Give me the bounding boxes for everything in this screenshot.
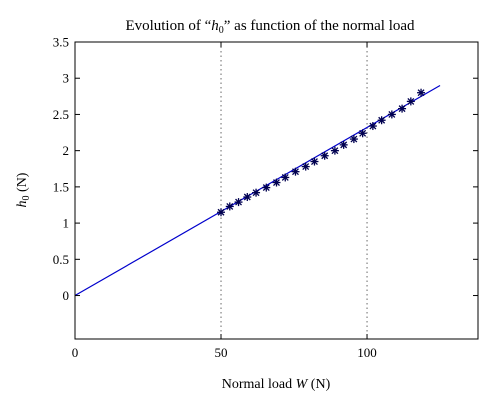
data-point — [272, 178, 281, 187]
y-axis-label-variable: h — [15, 200, 30, 207]
x-axis-label-prefix: Normal load — [222, 377, 296, 392]
title-prefix: Evolution of “ — [125, 18, 211, 34]
data-point — [252, 188, 261, 197]
data-point — [398, 104, 407, 113]
data-point — [217, 208, 226, 217]
x-axis-label-unit: (N) — [307, 377, 330, 392]
data-point — [417, 88, 426, 97]
data-point — [301, 162, 310, 171]
title-h-subscript: 0 — [219, 25, 224, 36]
plot-frame — [74, 41, 479, 340]
grid — [220, 42, 368, 339]
data-point — [320, 151, 329, 160]
data-point — [377, 116, 386, 125]
data-point — [291, 167, 300, 176]
y-tick-label: 3 — [63, 71, 70, 86]
data-point — [243, 193, 252, 202]
title-suffix: ” as function of the normal load — [224, 18, 415, 34]
title-h-symbol: h — [211, 18, 219, 34]
data-point — [234, 198, 243, 207]
data-point — [349, 135, 358, 144]
data-point — [310, 157, 319, 166]
y-axis-label-unit: (N) — [15, 172, 30, 195]
plot-area — [74, 84, 441, 297]
data-point — [262, 183, 271, 192]
axis-ticks: 0 50 100 0 0.5 1 1.5 2 2.5 3 3.5 — [53, 35, 478, 360]
y-axis-label-subscript: 0 — [21, 195, 32, 200]
data-point — [387, 110, 396, 119]
data-point — [330, 146, 339, 155]
y-tick-label: 0.5 — [53, 252, 69, 267]
data-point — [358, 129, 367, 138]
y-tick-label: 1 — [63, 216, 70, 231]
data-point — [406, 97, 415, 106]
x-axis-label-variable: W — [296, 377, 309, 392]
data-point — [339, 140, 348, 149]
x-tick-label: 0 — [72, 345, 79, 360]
data-point — [225, 202, 234, 211]
y-axis-label: h0 (N) — [15, 172, 32, 207]
data-point — [281, 173, 290, 182]
y-tick-label: 2.5 — [53, 107, 69, 122]
data-point — [368, 122, 377, 131]
x-axis-label: Normal load W (N) — [222, 377, 331, 392]
chart-title: Evolution of “h0” as function of the nor… — [125, 18, 415, 36]
y-tick-label: 0 — [63, 288, 70, 303]
x-tick-label: 100 — [357, 345, 377, 360]
y-tick-label: 3.5 — [53, 35, 69, 50]
y-tick-label: 1.5 — [53, 179, 69, 194]
y-tick-label: 2 — [63, 143, 70, 158]
x-tick-label: 50 — [215, 345, 228, 360]
